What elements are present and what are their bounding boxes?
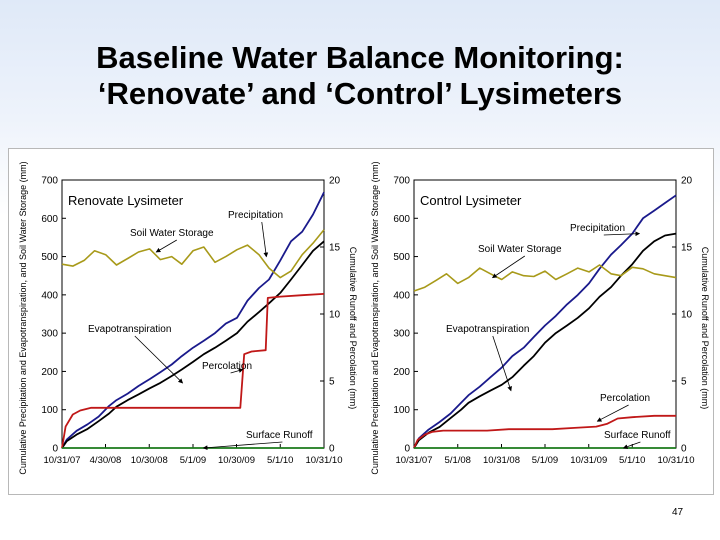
slide-title-line-1: Baseline Water Balance Monitoring: [96,40,624,75]
control-y2tick-label: 20 [681,176,693,187]
control-series-percolation [413,414,676,449]
renovate-y2tick-label: 15 [329,243,341,254]
renovate-arrow-soil-water-storage [155,239,178,253]
control-annotation-percolation: Percolation [600,393,650,404]
control-ytick-label: 200 [393,367,410,378]
control-xtick-label: 10/31/08 [483,455,520,466]
control-arrow-soil-water-storage [491,255,526,279]
renovate-y2tick-label: 5 [329,377,335,388]
control-ytick-label: 600 [393,214,410,225]
renovate-y2-axis-title: Cumulative Runoff and Percolation (mm) [348,247,358,409]
control-xtick-label: 10/31/09 [570,455,607,466]
control-ytick-label: 0 [404,444,410,455]
renovate-chart-title: Renovate Lysimeter [68,193,184,208]
renovate-annotation-evapotranspiration: Evapotranspiration [88,324,171,335]
renovate-y2tick-label: 20 [329,176,341,187]
renovate-xtick-label: 4/30/08 [90,455,122,466]
renovate-arrow-surface-runoff [202,441,283,451]
slide-title: Baseline Water Balance Monitoring: ‘Reno… [0,40,720,112]
page-number: 47 [672,507,684,518]
control-annotation-soil-water-storage: Soil Water Storage [478,244,562,255]
renovate-y2tick-label: 10 [329,310,341,321]
renovate-xtick-label: 10/31/10 [306,455,343,466]
control-y2-axis-title: Cumulative Runoff and Percolation (mm) [700,247,710,409]
renovate-ytick-label: 300 [41,329,58,340]
renovate-annotation-precipitation: Precipitation [228,210,283,221]
renovate-annotation-surface-runoff: Surface Runoff [246,430,313,441]
control-arrow-evapotranspiration [492,335,512,392]
renovate-series-evapotranspiration [61,240,325,449]
renovate-xtick-label: 10/31/07 [44,455,81,466]
control-plot-frame [413,179,677,449]
chart-panel [8,148,714,495]
renovate-xtick-label: 10/30/09 [218,455,255,466]
renovate-xtick-label: 5/1/09 [180,455,206,466]
renovate-ytick-label: 600 [41,214,58,225]
control-series-evapotranspiration [413,232,677,449]
control-annotation-precipitation: Precipitation [570,223,625,234]
renovate-ytick-label: 400 [41,290,58,301]
control-y2tick-label: 15 [681,243,693,254]
control-xtick-label: 10/31/10 [658,455,695,466]
control-y2tick-label: 10 [681,310,693,321]
control-xtick-label: 10/31/07 [396,455,433,466]
control-arrow-surface-runoff [622,441,641,449]
renovate-ytick-label: 700 [41,176,58,187]
control-arrow-precipitation [603,231,641,237]
control-series-precipitation [413,194,677,449]
control-annotation-surface-runoff: Surface Runoff [604,430,671,441]
renovate-arrow-precipitation [261,221,269,258]
renovate-xtick-label: 5/1/10 [267,455,293,466]
renovate-annotation-percolation: Percolation [202,361,252,372]
control-ytick-label: 500 [393,252,410,263]
control-ytick-label: 300 [393,329,410,340]
control-arrow-percolation [596,404,629,422]
control-series-soil-water-storage [413,264,677,292]
control-ytick-label: 400 [393,290,410,301]
renovate-ytick-label: 500 [41,252,58,263]
renovate-series-soil-water-storage [61,229,325,279]
renovate-annotation-soil-water-storage: Soil Water Storage [130,228,214,239]
control-ytick-label: 100 [393,405,410,416]
renovate-ytick-label: 0 [52,444,58,455]
control-xtick-label: 5/1/10 [619,455,645,466]
renovate-y2tick-label: 0 [329,444,335,455]
renovate-y-axis-title: Cumulative Precipitation and Evapotransp… [18,161,28,474]
renovate-xtick-label: 10/30/08 [131,455,168,466]
renovate-ytick-label: 100 [41,405,58,416]
control-chart-title: Control Lysimeter [420,193,522,208]
control-annotation-evapotranspiration: Evapotranspiration [446,324,529,335]
control-xtick-label: 5/1/09 [532,455,558,466]
renovate-series-percolation [61,293,325,449]
control-y-axis-title: Cumulative Precipitation and Evapotransp… [370,161,380,474]
renovate-series-precipitation [61,191,325,449]
slide-title-line-2: ‘Renovate’ and ‘Control’ Lysimeters [97,76,623,111]
renovate-arrow-percolation [230,368,244,374]
renovate-arrow-evapotranspiration [134,335,184,384]
control-y2tick-label: 0 [681,444,687,455]
renovate-ytick-label: 200 [41,367,58,378]
control-xtick-label: 5/1/08 [445,455,471,466]
control-y2tick-label: 5 [681,377,687,388]
control-ytick-label: 700 [393,176,410,187]
